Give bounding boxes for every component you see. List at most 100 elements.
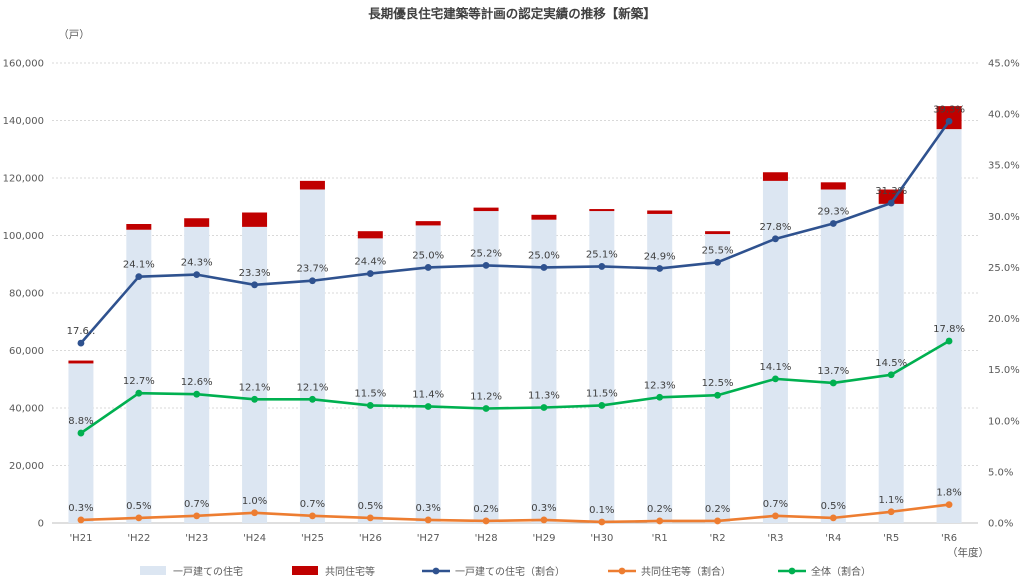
x-tick-label: 'R1 [652,533,668,544]
bar-multi [242,212,268,227]
line-total-ratio-point [598,402,606,409]
line-detached-ratio-point [309,277,316,285]
line-total-ratio-point [887,371,895,379]
bar-multi [647,210,673,214]
line-total-ratio-data-label: 12.7% [123,376,155,387]
line-total-ratio-point [829,379,837,387]
line-total-ratio-data-label: 14.5% [875,358,907,369]
y-right-tick-label: 40.0% [988,110,1020,121]
y-right-tick-label: 30.0% [988,212,1020,223]
line-detached-ratio-data-label: 24.3% [181,258,213,269]
bar-multi [936,106,962,130]
bar-multi [357,231,383,239]
line-detached-ratio-data-label: 27.8% [760,222,792,233]
line-multi-ratio-data-label: 0.3% [415,503,440,514]
line-multi-ratio-data-label: 0.1% [589,505,614,516]
line-multi-ratio-data-label: 0.2% [705,504,730,515]
x-tick-label: 'R5 [883,533,899,544]
x-unit: （年度） [947,546,989,559]
bar-multi [184,218,210,227]
legend-multi-swatch [292,566,318,575]
x-tick-label: 'H22 [127,533,150,544]
legend-multi-ratio-label: 共同住宅等（割合） [641,565,731,578]
legend: 一戸建ての住宅 共同住宅等 一戸建ての住宅（割合） 共同住宅等（割合） 全体（割合） [140,565,871,578]
y-right-tick-label: 25.0% [988,263,1020,274]
line-multi-ratio-data-label: 0.5% [126,501,151,512]
line-total-ratio-point [366,402,374,409]
bar-multi [705,231,731,235]
y-right-tick-label: 0.0% [988,519,1013,530]
bar-detached [242,226,268,523]
y-left-axis: 0 20,000 40,000 60,000 80,000 100,000 120,000 1… [3,59,44,530]
line-total-ratio-point [309,395,316,403]
x-tick-label: 'R2 [710,533,726,544]
x-tick-label: 'H21 [69,533,92,544]
y-left-tick-label: 160,000 [3,59,44,70]
line-total-ratio-data-label: 8.8% [68,416,93,427]
y-left-tick-label: 140,000 [3,116,44,127]
legend-multi-label: 共同住宅等 [325,565,375,578]
line-multi-ratio-point [887,508,895,516]
line-detached-ratio-point [598,263,606,270]
y-left-tick-label: 80,000 [9,289,44,300]
line-total-ratio-point [424,403,432,410]
line-multi-ratio-data-label: 0.2% [647,504,672,515]
line-total-ratio-point [77,429,85,437]
line-total-ratio-point [193,390,201,398]
line-multi-ratio-point [598,518,606,526]
bar-detached [878,203,904,523]
line-total-ratio-data-label: 12.3% [644,380,676,391]
line-detached-ratio-point [482,262,490,269]
line-detached-ratio-data-label: 25.0% [412,250,444,261]
x-tick-label: 'H28 [475,533,498,544]
x-tick-label: 'H26 [359,533,382,544]
legend-detached-ratio-marker [432,567,440,575]
bar-multi [68,360,94,364]
y-right-tick-label: 10.0% [988,416,1020,427]
line-total-ratio-point [656,393,664,401]
bar-detached [299,189,325,523]
line-multi-ratio-data-label: 0.5% [821,501,846,512]
line-total-ratio-point [135,389,143,397]
legend-total-ratio-marker [788,567,796,575]
x-tick-label: 'H27 [417,533,440,544]
line-multi-ratio-data-label: 0.7% [763,499,788,510]
y-left-tick-label: 60,000 [9,346,44,357]
bar-detached [936,129,962,523]
x-tick-label: 'H30 [590,533,613,544]
y-right-tick-label: 5.0% [988,467,1013,478]
line-multi-ratio-point [309,512,316,520]
line-detached-ratio-point [887,199,895,207]
line-multi-ratio-data-label: 0.3% [68,503,93,514]
line-multi-ratio [80,503,950,524]
line-total-ratio-data-label: 12.5% [702,378,734,389]
x-axis: 'H21 'H22 'H23 'H24 'H25 'H26 'H27 'H28 'H29 'H30… [69,533,957,544]
line-total-ratio-data-label: 11.4% [412,389,444,400]
x-tick-label: 'R3 [767,533,783,544]
line-multi-ratio-point [945,501,953,508]
bar-detached [820,189,846,523]
bars [68,106,962,523]
bar-multi [415,221,441,226]
line-detached-ratio-point [656,265,664,272]
x-tick-label: 'H23 [185,533,208,544]
y-left-tick-label: 100,000 [3,231,44,242]
line-multi-ratio-data-label: 1.0% [242,496,267,507]
legend-detached-label: 一戸建ての住宅 [173,565,243,578]
line-detached-ratio-data-label: 25.5% [702,245,734,256]
line-total-ratio-point [540,404,548,411]
line-multi-ratio-point [656,517,664,525]
line-multi-ratio-point [714,517,721,525]
line-detached-ratio-point [772,235,779,243]
line-detached-ratio [79,120,951,344]
line-detached-ratio-data-label: 31.3% [875,186,907,197]
legend-detached-ratio-label: 一戸建ての住宅（割合） [455,565,565,578]
line-multi-ratio-data-label: 0.7% [184,499,209,510]
bar-detached [415,225,441,523]
line-total-ratio-data-label: 11.3% [528,390,560,401]
bar-detached [357,238,383,523]
bar-multi [299,180,325,190]
line-detached-ratio-data-label: 24.1% [123,260,155,271]
line-detached-ratio-data-label: 23.7% [297,264,329,275]
